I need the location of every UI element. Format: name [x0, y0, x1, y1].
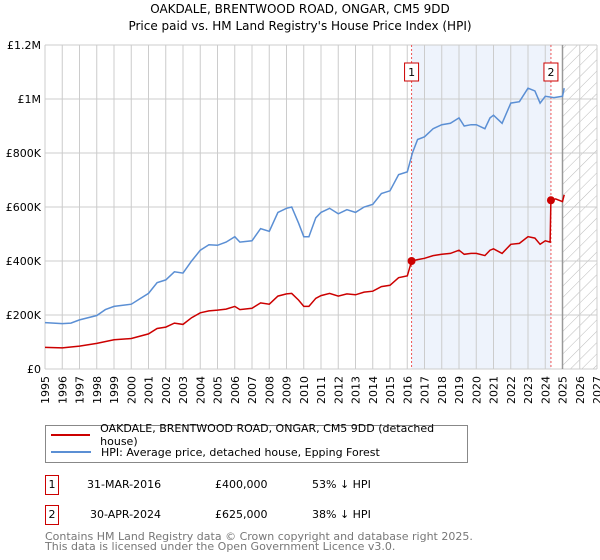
x-tick-label: 2014: [367, 376, 380, 404]
x-tick-label: 2017: [419, 376, 432, 404]
x-tick-label: 2002: [160, 376, 173, 404]
x-tick-label: 2012: [332, 376, 345, 404]
y-tick-label: £400K: [6, 255, 42, 268]
x-tick-label: 2007: [246, 376, 259, 404]
x-tick-label: 1998: [91, 376, 104, 404]
x-tick-label: 2010: [298, 376, 311, 404]
sale-label-box: [543, 62, 559, 82]
x-tick-label: 2022: [505, 376, 518, 404]
x-tick-label: 2021: [488, 376, 501, 404]
x-tick-label: 2018: [436, 376, 449, 404]
legend: OAKDALE, BRENTWOOD ROAD, ONGAR, CM5 9DD …: [45, 422, 468, 463]
x-tick-label: 2019: [453, 376, 466, 404]
x-tick-label: 2009: [281, 376, 294, 404]
x-tick-label: 2024: [539, 376, 552, 404]
footer-copyright: Contains HM Land Registry data © Crown c…: [45, 530, 473, 543]
x-tick-label: 2026: [574, 376, 587, 404]
sale-label-box: [404, 62, 420, 82]
x-tick-label: 2011: [315, 376, 328, 404]
y-tick-label: £800K: [6, 147, 42, 160]
x-tick-label: 2016: [401, 376, 414, 404]
legend-label: OAKDALE, BRENTWOOD ROAD, ONGAR, CM5 9DD …: [100, 422, 435, 448]
x-tick-label: 2000: [125, 376, 138, 404]
y-tick-label: £200K: [6, 309, 42, 322]
y-tick-label: £1M: [18, 93, 42, 106]
transaction-hpi: 38% ↓ HPI: [312, 508, 371, 521]
transaction-number: 2: [45, 505, 59, 525]
x-tick-label: 2001: [143, 376, 156, 404]
y-tick-label: £1.2M: [7, 39, 41, 52]
transaction-price: £400,000: [215, 478, 268, 491]
x-tick-label: 2008: [263, 376, 276, 404]
x-tick-label: 2023: [522, 376, 535, 404]
sale-label: 2: [547, 66, 554, 79]
series-line: [44, 194, 565, 349]
x-tick-label: 2013: [350, 376, 363, 404]
x-tick-label: 2025: [557, 376, 570, 404]
legend-item-property: OAKDALE, BRENTWOOD ROAD, ONGAR, CM5 9DD …: [51, 422, 467, 448]
chart-subtitle: Price paid vs. HM Land Registry's House …: [128, 19, 472, 33]
y-tick-label: £0: [27, 363, 41, 376]
series-line: [44, 87, 565, 325]
transaction-row: 1 31-MAR-2016 £400,000 53% ↓ HPI: [45, 475, 465, 495]
x-tick-label: 1996: [56, 376, 69, 404]
x-tick-label: 2004: [194, 376, 207, 404]
x-tick-label: 2020: [470, 376, 483, 404]
transaction-hpi: 53% ↓ HPI: [312, 478, 371, 491]
legend-label: HPI: Average price, detached house, Eppi…: [101, 445, 380, 459]
transaction-date: 31-MAR-2016: [87, 478, 162, 491]
x-tick-label: 1999: [108, 376, 121, 404]
footer-license: This data is licensed under the Open Gov…: [45, 540, 396, 553]
sale-point: [546, 196, 555, 205]
x-tick-label: 1995: [39, 376, 52, 404]
legend-swatch-blue: [51, 451, 91, 453]
x-tick-label: 2015: [384, 376, 397, 404]
sale-point: [407, 257, 416, 265]
transaction-date: 30-APR-2024: [90, 508, 162, 521]
y-tick-label: £600K: [6, 201, 42, 214]
price-chart: 1995 1996 1997 1998 1999 2000 2001 2002 2003 2004…: [6, 39, 600, 404]
x-tick-label: 2006: [229, 376, 242, 404]
transaction-number: 1: [45, 475, 59, 495]
sale-label: 1: [408, 66, 415, 79]
x-tick-label: 2005: [212, 376, 225, 404]
x-tick-label: 1997: [74, 376, 87, 404]
legend-item-hpi: HPI: Average price, detached house, Eppi…: [51, 444, 380, 460]
legend-swatch-red: [51, 434, 91, 436]
transaction-row: 2 30-APR-2024 £625,000 38% ↓ HPI: [45, 505, 465, 525]
x-tick-label: 2003: [177, 376, 190, 404]
x-tick-label: 2027: [591, 376, 600, 404]
chart-title: OAKDALE, BRENTWOOD ROAD, ONGAR, CM5 9DD: [150, 2, 450, 16]
transaction-price: £625,000: [215, 508, 268, 521]
